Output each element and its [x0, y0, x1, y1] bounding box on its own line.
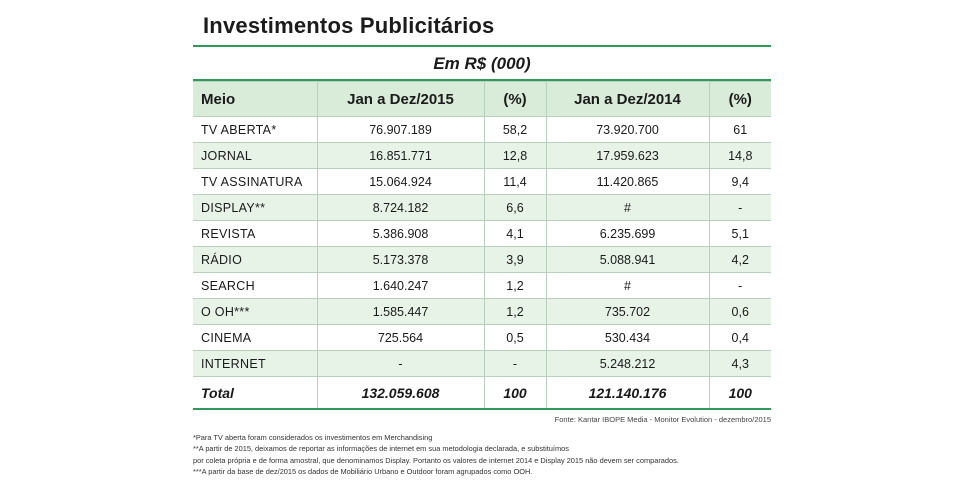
table-row: CINEMA 725.564 0,5 530.434 0,4 — [193, 324, 771, 351]
page-title: Investimentos Publicitários — [193, 0, 771, 47]
header-pct-2014: (%) — [708, 81, 771, 117]
row-2014: 530.434 — [545, 324, 710, 351]
total-label: Total — [193, 376, 318, 410]
row-pct-2014: - — [708, 194, 771, 221]
row-2014: 17.959.623 — [545, 142, 710, 169]
currency-subtitle: Em R$ (000) — [433, 54, 531, 73]
table-row: REVISTA 5.386.908 4,1 6.235.699 5,1 — [193, 220, 771, 247]
row-2014: # — [545, 272, 710, 299]
table-row: O OH*** 1.585.447 1,2 735.702 0,6 — [193, 298, 771, 325]
row-pct-2015: 11,4 — [483, 168, 547, 195]
row-pct-2015: 1,2 — [483, 272, 547, 299]
table-row: INTERNET - -5.248.212 4,3 — [193, 350, 771, 377]
row-meio: O OH*** — [193, 298, 318, 325]
table-body: TV ABERTA* 76.907.189 58,2 73.920.700 61 JORN… — [193, 116, 771, 377]
total-2014: 121.140.176 — [545, 376, 710, 410]
table-row: DISPLAY** 8.724.182 6,6 # - — [193, 194, 771, 221]
footnote: por coleta própria e de forma amostral, … — [193, 455, 679, 465]
row-2015: 5.173.378 — [316, 246, 485, 273]
row-2014: 6.235.699 — [545, 220, 710, 247]
row-2015: 76.907.189 — [316, 116, 485, 143]
row-2014: 73.920.700 — [545, 116, 710, 143]
header-pct-2015: (%) — [483, 81, 547, 117]
row-pct-2015: 58,2 — [483, 116, 547, 143]
row-pct-2015: 12,8 — [483, 142, 547, 169]
row-2014: 5.248.212 — [545, 350, 710, 377]
footnote: ***A partir da base de dez/2015 os dados… — [193, 467, 533, 477]
row-meio: DISPLAY** — [193, 194, 318, 221]
row-pct-2015: - — [483, 350, 547, 377]
header-meio: Meio — [193, 81, 318, 117]
row-pct-2015: 0,5 — [483, 324, 547, 351]
row-meio: REVISTA — [193, 220, 318, 247]
row-2015: - — [316, 350, 485, 377]
row-2015: 16.851.771 — [316, 142, 485, 169]
row-pct-2014: 61 — [708, 116, 771, 143]
row-pct-2014: 9,4 — [708, 168, 771, 195]
row-pct-2015: 4,1 — [483, 220, 547, 247]
footnote: **A partir de 2015, deixamos de reportar… — [193, 444, 569, 454]
total-pct-2015: 100 — [483, 376, 547, 410]
row-2015: 5.386.908 — [316, 220, 485, 247]
row-pct-2014: 0,6 — [708, 298, 771, 325]
row-pct-2015: 3,9 — [483, 246, 547, 273]
row-pct-2014: 14,8 — [708, 142, 771, 169]
row-2014: # — [545, 194, 710, 221]
table-row: RÁDIO 5.173.378 3,9 5.088.941 4,2 — [193, 246, 771, 273]
row-pct-2014: 4,3 — [708, 350, 771, 377]
table-header-row: Meio Jan a Dez/2015 (%) Jan a Dez/2014 (… — [193, 81, 771, 117]
investments-table: Meio Jan a Dez/2015 (%) Jan a Dez/2014 (… — [193, 81, 771, 410]
row-2014: 735.702 — [545, 298, 710, 325]
table-top-rule — [193, 79, 771, 81]
total-pct-2014: 100 — [708, 376, 771, 410]
row-pct-2015: 1,2 — [483, 298, 547, 325]
row-2015: 1.585.447 — [316, 298, 485, 325]
row-2014: 5.088.941 — [545, 246, 710, 273]
footnotes: *Para TV aberta foram considerados os in… — [193, 432, 771, 478]
row-meio: SEARCH — [193, 272, 318, 299]
table-row: TV ASSINATURA 15.064.924 11,4 11.420.865 9,4 — [193, 168, 771, 195]
table-row: JORNAL 16.851.771 12,8 17.959.623 14,8 — [193, 142, 771, 169]
investments-panel: Investimentos Publicitários Em R$ (000) … — [193, 0, 771, 478]
row-pct-2014: 5,1 — [708, 220, 771, 247]
row-meio: JORNAL — [193, 142, 318, 169]
header-2014: Jan a Dez/2014 — [545, 81, 710, 117]
row-pct-2015: 6,6 — [483, 194, 547, 221]
row-2014: 11.420.865 — [545, 168, 710, 195]
footnote: *Para TV aberta foram considerados os in… — [193, 433, 433, 442]
row-pct-2014: 4,2 — [708, 246, 771, 273]
row-2015: 1.640.247 — [316, 272, 485, 299]
row-pct-2014: - — [708, 272, 771, 299]
header-2015: Jan a Dez/2015 — [316, 81, 485, 117]
row-pct-2014: 0,4 — [708, 324, 771, 351]
row-2015: 725.564 — [316, 324, 485, 351]
row-meio: CINEMA — [193, 324, 318, 351]
row-meio: TV ASSINATURA — [193, 168, 318, 195]
total-row: Total 132.059.608 100 121.140.176 100 — [193, 376, 771, 410]
row-2015: 15.064.924 — [316, 168, 485, 195]
table-row: SEARCH 1.640.247 1,2 # - — [193, 272, 771, 299]
row-meio: RÁDIO — [193, 246, 318, 273]
table-row: TV ABERTA* 76.907.189 58,2 73.920.700 61 — [193, 116, 771, 143]
source-note: Fonte: Kantar IBOPE Media - Monitor Evol… — [554, 415, 771, 424]
row-2015: 8.724.182 — [316, 194, 485, 221]
row-meio: TV ABERTA* — [193, 116, 318, 143]
total-2015: 132.059.608 — [316, 376, 485, 410]
row-meio: INTERNET — [193, 350, 318, 377]
